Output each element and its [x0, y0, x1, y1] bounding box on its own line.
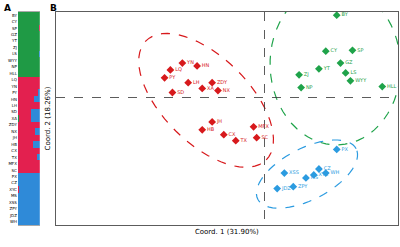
svg-text:HLL: HLL [387, 83, 397, 89]
svg-text:CY: CY [12, 19, 18, 24]
svg-text:ZDY: ZDY [217, 79, 228, 85]
svg-text:JDZ: JDZ [9, 213, 17, 218]
svg-text:CY: CY [331, 47, 338, 53]
svg-text:NX: NX [223, 87, 231, 93]
svg-text:Coord. 2 (18.26%): Coord. 2 (18.26%) [44, 86, 52, 150]
svg-text:ZPY: ZPY [298, 183, 308, 189]
svg-text:MFX: MFX [258, 123, 269, 129]
svg-text:NX: NX [11, 129, 17, 134]
svg-text:SP: SP [357, 47, 363, 53]
svg-text:ZJ: ZJ [304, 71, 309, 77]
svg-text:XSS: XSS [289, 169, 299, 175]
svg-text:LS: LS [12, 51, 17, 56]
svg-text:A: A [4, 3, 11, 13]
svg-text:MS: MS [311, 174, 319, 180]
svg-text:YN: YN [10, 84, 16, 89]
svg-text:PY: PY [169, 74, 176, 80]
svg-text:GZ: GZ [11, 32, 17, 37]
svg-text:XYC: XYC [9, 187, 17, 192]
svg-text:JH: JH [216, 118, 222, 124]
svg-text:LQ: LQ [12, 77, 17, 82]
svg-text:ZDY: ZDY [9, 122, 18, 127]
svg-text:HN: HN [202, 62, 210, 68]
svg-text:SD: SD [11, 109, 17, 114]
svg-text:YT: YT [323, 65, 331, 71]
svg-text:LS: LS [350, 69, 356, 75]
svg-text:HN: HN [11, 97, 17, 102]
svg-text:BY: BY [12, 13, 18, 18]
svg-text:XA: XA [11, 116, 17, 121]
svg-text:PX: PX [12, 174, 17, 179]
svg-text:ZPY: ZPY [9, 206, 17, 211]
svg-text:HB: HB [207, 126, 215, 132]
svg-text:NP: NP [12, 64, 18, 69]
svg-text:TX: TX [240, 137, 248, 143]
svg-text:CX: CX [229, 131, 236, 137]
svg-text:WYY: WYY [8, 58, 17, 63]
svg-text:PY: PY [12, 90, 17, 95]
svg-text:YT: YT [11, 38, 17, 43]
svg-text:XYC: XYC [319, 171, 329, 177]
svg-text:B: B [50, 3, 57, 13]
svg-text:YN: YN [186, 59, 194, 65]
svg-text:TX: TX [11, 155, 17, 160]
svg-text:PX: PX [341, 146, 348, 152]
svg-text:HLL: HLL [9, 71, 17, 76]
svg-text:SC: SC [261, 134, 268, 140]
svg-text:SP: SP [12, 26, 18, 31]
svg-text:ZJ: ZJ [13, 45, 17, 50]
svg-text:CZ: CZ [324, 165, 331, 171]
svg-text:CZ: CZ [11, 180, 17, 185]
svg-text:BY: BY [341, 11, 348, 17]
svg-text:JH: JH [12, 135, 17, 140]
svg-text:WH: WH [331, 169, 340, 175]
svg-text:XA: XA [207, 85, 214, 91]
svg-text:SC: SC [12, 168, 18, 173]
svg-text:MFX: MFX [8, 161, 17, 166]
svg-text:Coord. 1 (31.90%): Coord. 1 (31.90%) [195, 228, 259, 236]
svg-text:WYY: WYY [355, 77, 367, 83]
svg-text:LH: LH [193, 79, 200, 85]
svg-text:LH: LH [12, 103, 17, 108]
svg-text:GZ: GZ [345, 59, 353, 65]
svg-text:MS: MS [11, 193, 17, 198]
svg-text:LQ: LQ [175, 66, 182, 72]
svg-text:NP: NP [306, 84, 313, 90]
svg-text:SD: SD [177, 89, 184, 95]
svg-text:XSS: XSS [9, 200, 17, 205]
svg-text:HB: HB [11, 142, 17, 147]
svg-text:WH: WH [10, 219, 17, 224]
svg-text:JDZ: JDZ [281, 185, 291, 191]
svg-text:CX: CX [11, 148, 17, 153]
